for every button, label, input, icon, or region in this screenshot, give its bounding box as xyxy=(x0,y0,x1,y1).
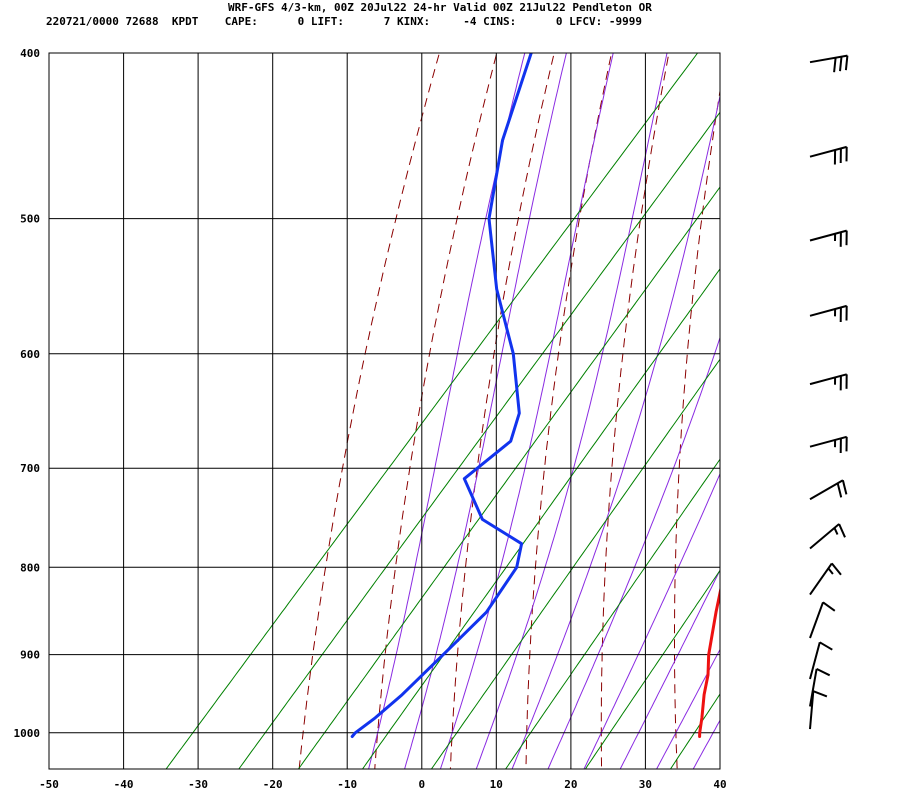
dry-adiabat xyxy=(374,53,498,769)
pressure-tick-label: 700 xyxy=(20,462,40,475)
wind-barb xyxy=(809,641,833,680)
wind-barb-staff xyxy=(809,479,844,501)
moist-adiabat xyxy=(656,648,720,769)
temperature-tick-label: -30 xyxy=(188,778,208,791)
pressure-tick-label: 600 xyxy=(20,348,40,361)
mixing-ratio-line xyxy=(669,693,720,769)
wind-barb xyxy=(809,479,848,501)
mixing-ratio-line xyxy=(430,358,720,769)
dry-adiabat xyxy=(880,0,900,776)
temperature-profile xyxy=(698,585,720,738)
wind-barb-half-flag xyxy=(827,567,834,575)
wind-barb xyxy=(809,668,831,707)
wind-barb-flag xyxy=(836,483,843,498)
temperature-tick-label: -50 xyxy=(39,778,59,791)
wind-barb xyxy=(809,523,846,550)
plot-frame xyxy=(48,52,721,770)
dry-adiabat xyxy=(674,87,720,769)
background-lines xyxy=(165,0,900,776)
mixing-ratio-line xyxy=(165,53,699,769)
wind-barb xyxy=(809,229,848,247)
wind-barb-flag xyxy=(831,562,842,576)
wind-barb-flag xyxy=(812,690,828,698)
temperature-tick-label: 0 xyxy=(418,778,425,791)
chart-title: WRF-GFS 4/3-km, 00Z 20Jul22 24-hr Valid … xyxy=(228,1,652,14)
wind-barb-staff xyxy=(809,562,833,596)
wind-barb-staff xyxy=(809,601,824,639)
wind-barb-flag xyxy=(844,55,849,71)
wind-barb-flag xyxy=(833,57,837,73)
moist-adiabat xyxy=(583,472,720,769)
temperature-tick-label: -20 xyxy=(263,778,283,791)
dry-adiabat xyxy=(525,53,613,769)
dry-adiabat xyxy=(298,53,440,769)
mixing-ratio-line xyxy=(755,0,900,776)
pressure-tick-label: 900 xyxy=(20,649,40,662)
temperature-tick-label: 40 xyxy=(713,778,726,791)
pressure-axis: 400 500 600 700 800 900 1000 xyxy=(14,47,41,740)
mixing-ratio-line xyxy=(504,458,720,769)
moist-adiabat xyxy=(547,336,720,769)
pressure-tick-label: 800 xyxy=(20,561,40,574)
moist-adiabat xyxy=(619,569,720,769)
wind-barb-flag xyxy=(838,523,846,538)
wind-barb xyxy=(809,54,849,73)
wind-barb xyxy=(809,601,836,639)
wind-barb xyxy=(809,304,848,323)
wind-barb-staff xyxy=(809,642,821,680)
moist-adiabat xyxy=(511,93,720,769)
wind-barb xyxy=(809,373,848,391)
moist-adiabat xyxy=(404,53,567,769)
wind-barb-staff xyxy=(809,668,818,707)
wind-barb-staff xyxy=(809,691,815,730)
mixing-ratio-line xyxy=(238,111,720,769)
temperature-tick-label: 10 xyxy=(490,778,503,791)
moist-adiabat xyxy=(439,53,614,769)
wind-barb-flag xyxy=(839,56,843,72)
pressure-tick-label: 500 xyxy=(20,213,40,226)
wind-barb-flag xyxy=(841,480,848,495)
temperature-tick-label: 20 xyxy=(564,778,577,791)
profiles xyxy=(350,53,720,738)
pressure-tick-label: 1000 xyxy=(14,727,41,740)
wind-barb xyxy=(809,690,828,730)
temperature-tick-label: -40 xyxy=(114,778,134,791)
wind-barbs xyxy=(809,54,849,730)
wind-barb-flag xyxy=(822,601,836,612)
dry-adiabat xyxy=(600,53,670,769)
wind-barb-flag xyxy=(816,668,831,677)
wind-barb xyxy=(809,145,848,165)
mixing-ratio-line xyxy=(361,268,720,769)
wind-barb xyxy=(809,435,848,454)
wind-barb-flag xyxy=(819,641,833,651)
sounding-indices: 220721/0000 72688 KPDT CAPE: 0 LIFT: 7 K… xyxy=(46,15,643,28)
moist-adiabat xyxy=(692,719,720,769)
temperature-tick-label: 30 xyxy=(639,778,652,791)
pressure-tick-label: 400 xyxy=(20,47,40,60)
wind-barb-half-flag xyxy=(833,527,839,535)
dry-adiabat xyxy=(449,53,555,769)
dry-adiabat xyxy=(814,0,855,776)
dry-adiabat xyxy=(745,0,799,776)
wind-barb-staff xyxy=(809,523,840,550)
moist-adiabat xyxy=(368,53,526,769)
mixing-ratio-line xyxy=(297,186,720,769)
wind-barb xyxy=(809,562,842,596)
temperature-tick-label: -10 xyxy=(337,778,357,791)
mixing-ratio-line xyxy=(584,569,720,769)
chart-header: WRF-GFS 4/3-km, 00Z 20Jul22 24-hr Valid … xyxy=(0,0,900,34)
dewpoint-profile xyxy=(350,53,533,738)
temperature-axis: -50 -40 -30 -20 -10 0 10 20 30 40 xyxy=(39,778,727,791)
